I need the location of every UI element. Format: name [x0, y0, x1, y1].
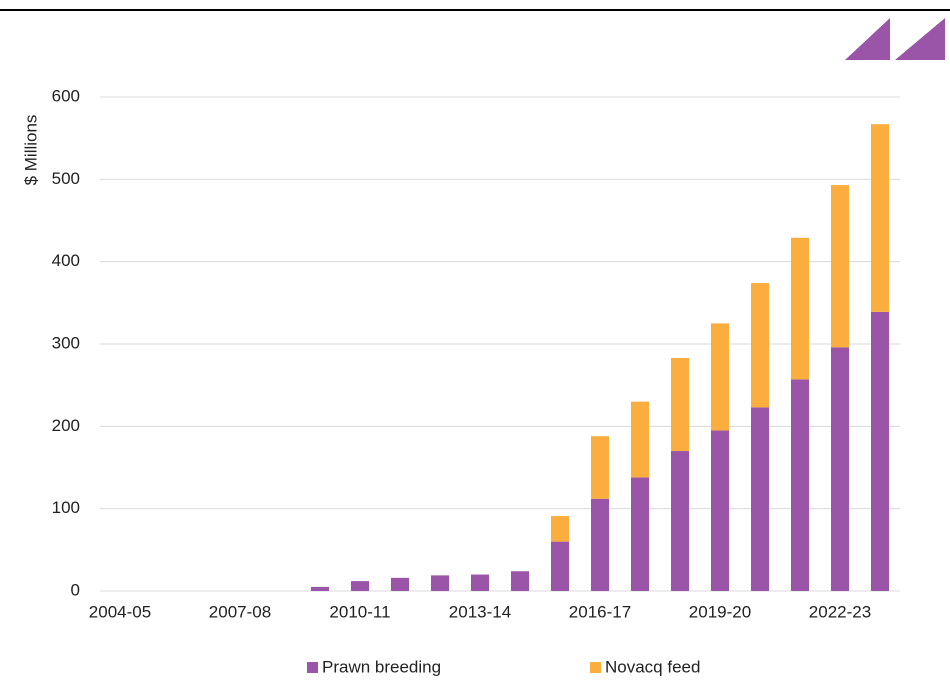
bar-segment	[711, 430, 729, 591]
bar-segment	[871, 124, 889, 312]
logo-right	[895, 18, 945, 60]
bar-segment	[511, 571, 529, 591]
bar-segment	[391, 577, 409, 591]
legend-label: Prawn breeding	[322, 657, 441, 676]
legend-label: Novacq feed	[605, 657, 700, 676]
bar-segment	[751, 407, 769, 591]
bar-segment	[351, 581, 369, 591]
y-tick-label: 200	[52, 416, 80, 435]
y-axis-label: $ Millions	[21, 115, 40, 186]
bar-segment	[711, 323, 729, 431]
bar-segment	[631, 401, 649, 478]
bar-segment	[311, 586, 329, 591]
logo-left	[845, 18, 890, 60]
y-tick-label: 400	[52, 251, 80, 270]
x-tick-label: 2010-11	[329, 602, 390, 621]
bar-segment	[831, 347, 849, 591]
x-tick-label: 2022-23	[809, 602, 871, 621]
y-tick-label: 0	[71, 580, 80, 599]
y-tick-label: 600	[52, 86, 80, 105]
legend-swatch	[307, 662, 318, 673]
x-tick-label: 2016-17	[569, 602, 631, 621]
bar-segment	[551, 516, 569, 542]
bar-segment	[471, 574, 489, 591]
bar-segment	[671, 357, 689, 452]
y-tick-label: 500	[52, 169, 80, 188]
bar-segment	[831, 185, 849, 348]
bar-segment	[751, 283, 769, 408]
bar-segment	[871, 311, 889, 591]
x-tick-label: 2013-14	[449, 602, 511, 621]
bar-segment	[791, 237, 809, 380]
bar-segment	[791, 379, 809, 591]
bar-segment	[591, 436, 609, 499]
x-tick-label: 2019-20	[689, 602, 751, 621]
y-tick-label: 100	[52, 498, 80, 517]
legend-swatch	[590, 662, 601, 673]
x-tick-label: 2007-08	[209, 602, 271, 621]
bar-segment	[431, 575, 449, 591]
y-tick-label: 300	[52, 333, 80, 352]
bar-segment	[631, 477, 649, 591]
bar-segment	[671, 451, 689, 591]
x-tick-label: 2004-05	[89, 602, 151, 621]
bar-segment	[551, 541, 569, 591]
bar-segment	[591, 498, 609, 591]
